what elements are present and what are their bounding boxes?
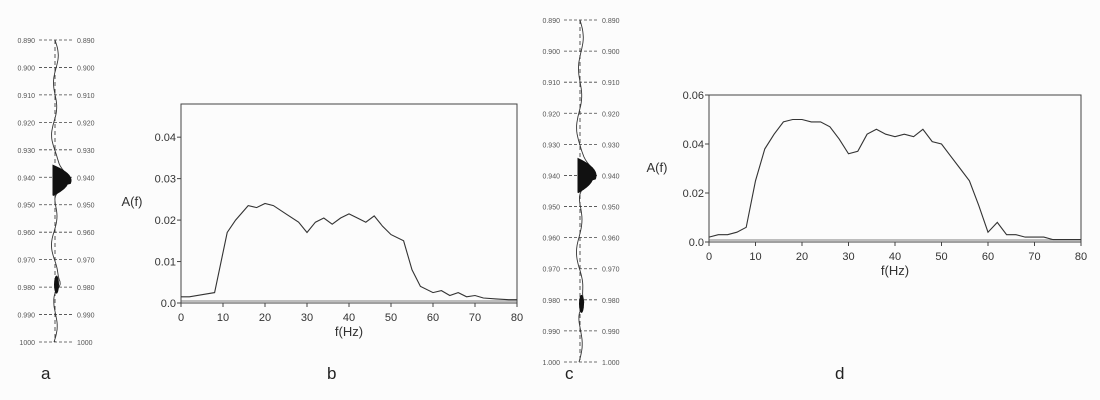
panel-c-tick-label-right: 1.000: [602, 360, 620, 367]
panel-a-tick-label-right: 0.940: [77, 175, 95, 182]
panel-d-x-tick-label: 70: [1028, 251, 1040, 263]
panel-a-tick-label-right: 0.930: [77, 148, 95, 155]
panel-b-y-tick-label: 0.02: [155, 215, 176, 227]
panel-c-tick-label-left: 0.970: [542, 267, 560, 274]
panel-d-x-tick-label: 30: [842, 251, 854, 263]
panel-b-spectrum-line: [181, 202, 517, 301]
panel-a-tick-label-right: 0.900: [77, 65, 95, 72]
panel-d-y-tick-label: 0.0: [689, 237, 704, 249]
panel-a-tick-label-left: 0.940: [17, 175, 35, 182]
panel-c-tick-label-right: 0.920: [602, 111, 620, 118]
panel-b-x-tick-label: 0: [178, 312, 184, 324]
panel-c-tick-label-left: 0.960: [542, 236, 560, 243]
panel-d-x-axis-label: f(Hz): [881, 263, 909, 278]
panel-c-tick-label-right: 0.890: [602, 18, 620, 25]
panel-b-y-tick-label: 0.0: [161, 298, 176, 310]
panel-b-y-tick-label: 0.04: [155, 132, 176, 144]
panel-c-tick-label-right: 0.930: [602, 142, 620, 149]
panel-b-x-tick-label: 80: [511, 312, 523, 324]
panel-c-tick-label-right: 0.990: [602, 329, 620, 336]
panel-c-small-wavelet-fill: [579, 294, 584, 313]
panel-c-tick-label-left: 0.890: [542, 18, 560, 25]
panel-c-tick-label-left: 0.940: [542, 173, 560, 180]
panel-d-y-axis-label: A(f): [647, 160, 668, 175]
panel-d-x-tick-label: 20: [796, 251, 808, 263]
panel-a-tick-label-left: 0.960: [17, 230, 35, 237]
panel-c-tick-label-right: 0.980: [602, 298, 620, 305]
panel-d-plot-frame: [708, 94, 1082, 243]
panel-a-tick-label-right: 0.970: [77, 258, 95, 265]
panel-a-tick-label-left: 0.930: [17, 148, 35, 155]
panel-c-wavelet-fill: [577, 157, 597, 194]
panel-label-a: a: [41, 364, 51, 383]
panel-a-tick-label-left: 0.990: [17, 313, 35, 320]
panel-a-tick-label-right: 0.990: [77, 313, 95, 320]
panel-d-x-tick-label: 40: [889, 251, 901, 263]
panel-c-tick-label-left: 0.900: [542, 49, 560, 56]
panel-c-tick-label-left: 0.990: [542, 329, 560, 336]
panel-c-tick-label-right: 0.910: [602, 80, 620, 87]
panel-a-tick-label-right: 0.910: [77, 93, 95, 100]
panel-d-y-tick-label: 0.02: [683, 188, 704, 200]
panel-a-tick-label-right: 0.920: [77, 120, 95, 127]
panel-b-x-tick-label: 50: [385, 312, 397, 324]
panel-b-x-tick-label: 30: [301, 312, 313, 324]
panel-b-x-tick-label: 20: [259, 312, 271, 324]
panel-a-tick-label-left: 0.890: [17, 38, 35, 45]
panel-b-x-tick-label: 60: [427, 312, 439, 324]
panel-d-x-tick-label: 50: [935, 251, 947, 263]
panel-c-tick-label-left: 1.000: [542, 360, 560, 367]
panel-a-tick-label-left: 0.920: [17, 120, 35, 127]
panel-b-x-axis-label: f(Hz): [335, 324, 363, 339]
panel-a-tick-label-left: 0.950: [17, 203, 35, 210]
panel-a-wavelet-fill: [52, 164, 72, 196]
panel-c-tick-label-left: 0.950: [542, 205, 560, 212]
panel-a-tick-label-right: 1000: [77, 340, 93, 347]
panel-b-y-axis-label: A(f): [122, 194, 143, 209]
panel-label-d: d: [835, 364, 845, 383]
panel-c-tick-label-left: 0.930: [542, 142, 560, 149]
panel-c-tick-label-right: 0.940: [602, 173, 620, 180]
panel-c-tick-label-right: 0.950: [602, 205, 620, 212]
panel-b-x-tick-label: 10: [217, 312, 229, 324]
panel-d-y-tick-label: 0.06: [683, 90, 704, 102]
panel-c-tick-label-left: 0.980: [542, 298, 560, 305]
panel-b-plot-frame: [180, 103, 518, 304]
panel-a-tick-label-right: 0.890: [77, 38, 95, 45]
panel-c-tick-label-left: 0.910: [542, 80, 560, 87]
panel-c-tick-label-right: 0.960: [602, 236, 620, 243]
panel-b-y-tick-label: 0.01: [155, 257, 176, 269]
panel-label-b: b: [327, 364, 337, 383]
panel-b-x-tick-label: 40: [343, 312, 355, 324]
panel-d-y-tick-label: 0.04: [683, 139, 704, 151]
panel-a-tick-label-left: 0.900: [17, 65, 35, 72]
panel-d-spectrum-line: [708, 118, 1081, 241]
panel-b-x-tick-label: 70: [469, 312, 481, 324]
panel-a-tick-label-right: 0.960: [77, 230, 95, 237]
panel-a-small-wavelet-fill: [54, 275, 59, 294]
panel-c-tick-label-right: 0.970: [602, 267, 620, 274]
panel-c-tick-label-left: 0.920: [542, 111, 560, 118]
panel-d-x-tick-label: 10: [749, 251, 761, 263]
panel-a-tick-label-left: 0.980: [17, 285, 35, 292]
panel-c-tick-label-right: 0.900: [602, 49, 620, 56]
panel-a-tick-label-left: 0.970: [17, 258, 35, 265]
panel-b-y-tick-label: 0.03: [155, 174, 176, 186]
panel-a-tick-label-right: 0.980: [77, 285, 95, 292]
panel-a-tick-label-left: 1000: [19, 340, 35, 347]
panel-d-x-tick-label: 0: [706, 251, 712, 263]
panel-d-x-tick-label: 80: [1075, 251, 1087, 263]
panel-d-x-tick-label: 60: [982, 251, 994, 263]
panel-a-tick-label-left: 0.910: [17, 93, 35, 100]
panel-a-tick-label-right: 0.950: [77, 203, 95, 210]
panel-label-c: c: [565, 364, 574, 383]
